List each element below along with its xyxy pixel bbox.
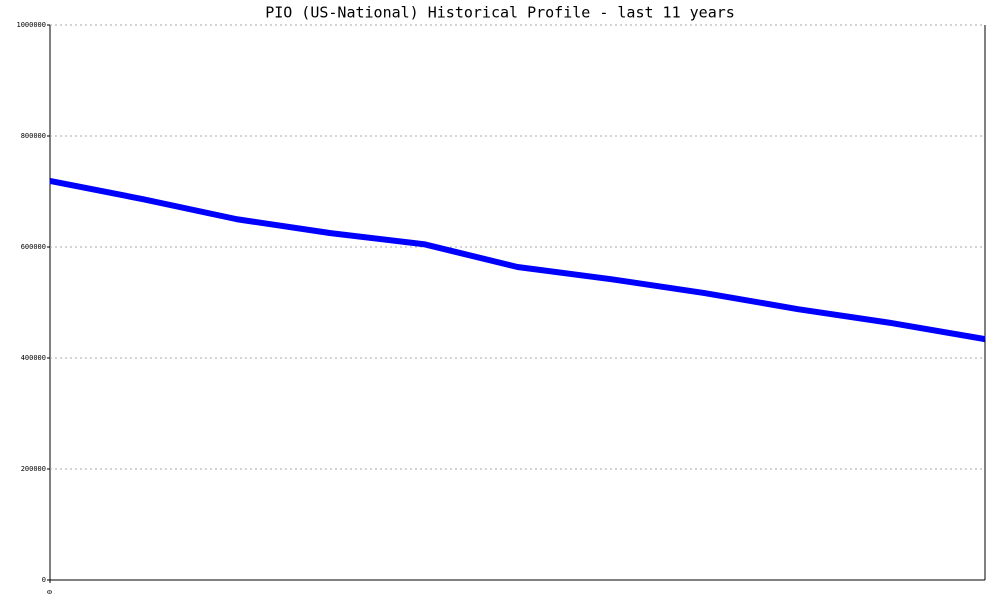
y-tick-label: 600000 bbox=[21, 243, 46, 251]
y-tick-label: 400000 bbox=[21, 354, 46, 362]
y-tick-label: 1000000 bbox=[16, 21, 46, 29]
data-line bbox=[49, 178, 986, 343]
y-tick-label: 200000 bbox=[21, 465, 46, 473]
chart-title: PIO (US-National) Historical Profile - l… bbox=[265, 4, 735, 22]
y-tick-label: 0 bbox=[42, 576, 46, 584]
y-tick-label: 800000 bbox=[21, 132, 46, 140]
x-tick-label: 0 bbox=[46, 590, 54, 594]
